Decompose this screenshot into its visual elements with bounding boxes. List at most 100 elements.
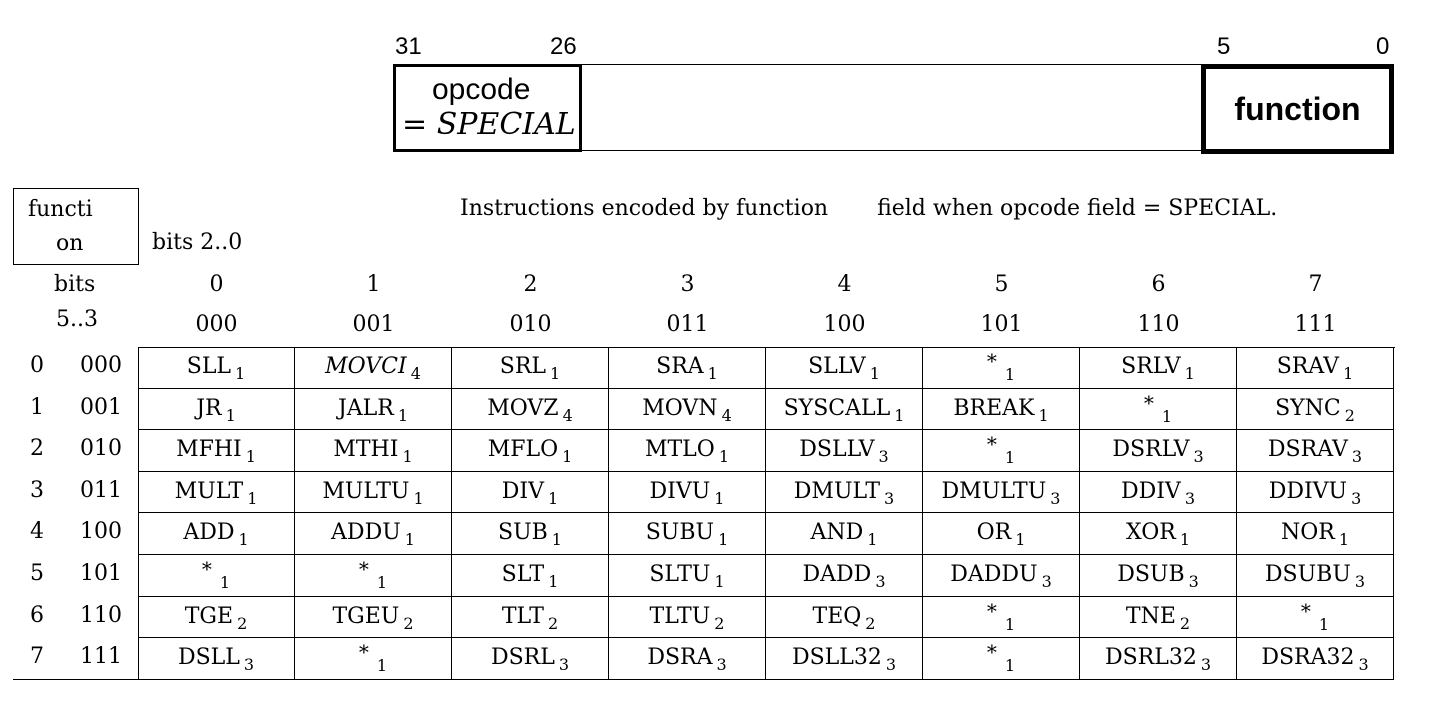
opcode-special: SPECIAL: [436, 107, 576, 142]
instruction-note: 2: [1344, 405, 1355, 425]
instruction-mnemonic: *: [201, 557, 212, 581]
instruction-mnemonic: SUBU: [645, 520, 715, 546]
instruction-mnemonic: DSRL: [490, 645, 555, 671]
instruction-note: 4: [562, 405, 573, 425]
row-header-bin-0: 000: [80, 353, 122, 378]
instruction-cell: *1: [295, 555, 452, 597]
instruction-cell: JALR 1: [295, 388, 452, 431]
instruction-mnemonic: DMULT: [793, 478, 880, 504]
instruction-mnemonic: SRL: [499, 354, 547, 379]
caption-part2: field when opcode field = SPECIAL.: [877, 196, 1278, 221]
instruction-mnemonic: TNE: [1125, 603, 1176, 629]
instruction-mnemonic: SLL: [186, 354, 232, 379]
instruction-note: 3: [1358, 655, 1369, 675]
instruction-mnemonic: SRLV: [1121, 354, 1181, 379]
instruction-note: 1: [551, 530, 562, 550]
instruction-note: 3: [1354, 572, 1366, 591]
column-header-dec-4: 4: [837, 272, 852, 297]
instruction-mnemonic: SLT: [501, 562, 545, 587]
instruction-cell: SUB 1: [452, 513, 609, 555]
instruction-mnemonic: SLLV: [808, 354, 866, 379]
row-header-bin-6: 110: [80, 602, 122, 628]
opcode-table: SLL 1 MOVCI 4 SRL 1 SRA 1 SLLV 1 *1 SRLV 1 SRAV 1 JR 1 JA…: [138, 347, 1395, 680]
instruction-note: 4: [721, 405, 732, 425]
instruction-cell: AND 1: [766, 513, 923, 555]
instruction-cell: MOVN 4: [609, 388, 766, 431]
instruction-mnemonic: DADD: [802, 562, 872, 587]
bit-label-26: 26: [550, 33, 577, 60]
instruction-mnemonic: DSLL: [177, 645, 240, 671]
table-caption: Instructions encoded by function field w…: [460, 196, 1277, 221]
instruction-note: 1: [869, 364, 880, 383]
instruction-mnemonic: MTHI: [333, 437, 399, 463]
instruction-cell: DMULTU 3: [923, 471, 1080, 514]
instruction-cell: *1: [1237, 596, 1394, 639]
instruction-note: 3: [884, 488, 895, 508]
instruction-note: 3: [1351, 447, 1363, 467]
instruction-note: 1: [376, 656, 388, 676]
opcode-field: opcode = SPECIAL: [393, 64, 582, 152]
column-header-bin-4: 100: [823, 312, 866, 337]
row-header-bin-3: 011: [80, 477, 122, 503]
instruction-mnemonic: TLTU: [649, 603, 711, 629]
instruction-mnemonic: MULTU: [322, 478, 410, 504]
instruction-mnemonic: DSRA32: [1261, 645, 1355, 671]
instruction-cell: SYNC 2: [1237, 388, 1394, 431]
instruction-cell: JR 1: [138, 388, 295, 431]
instruction-mnemonic: SLTU: [649, 562, 711, 587]
instruction-mnemonic: DSUB: [1117, 562, 1185, 587]
instruction-mnemonic: *: [986, 640, 997, 665]
instruction-mnemonic: *: [986, 349, 997, 373]
instruction-note: 1: [1004, 365, 1016, 384]
instruction-note: 3: [885, 655, 897, 675]
instruction-cell: DSRA 3: [609, 638, 766, 680]
instruction-mnemonic: ADDU: [331, 520, 401, 546]
column-bits-label: bits 2..0: [152, 230, 243, 255]
instruction-cell: NOR 1: [1237, 513, 1394, 555]
instruction-cell: DIV 1: [452, 471, 609, 514]
instruction-note: 1: [714, 488, 725, 508]
instruction-note: 1: [245, 447, 256, 467]
instruction-mnemonic: ADD: [183, 520, 235, 546]
instruction-note: 1: [247, 488, 258, 508]
instruction-cell: DSRL 3: [452, 638, 609, 680]
column-header-bin-5: 101: [980, 312, 1023, 337]
bit-label-5: 5: [1217, 33, 1231, 60]
instruction-mnemonic: MOVN: [642, 395, 718, 421]
instruction-mnemonic: SUB: [498, 520, 548, 546]
instruction-mnemonic: DIV: [501, 478, 545, 504]
instruction-cell: DMULT 3: [766, 471, 923, 514]
instruction-mnemonic: OR: [976, 520, 1012, 546]
instruction-mnemonic: *: [1300, 598, 1311, 623]
instruction-cell: *1: [138, 555, 295, 597]
instruction-cell: MFHI 1: [138, 430, 295, 472]
instruction-cell: DDIV 3: [1080, 471, 1237, 514]
instruction-note: 1: [1179, 530, 1191, 550]
instruction-cell: DSUBU 3: [1237, 555, 1394, 597]
instruction-cell: SUBU 1: [609, 513, 766, 555]
instruction-cell: OR 1: [923, 513, 1080, 555]
instruction-note: 2: [1179, 613, 1191, 633]
row-header-dec-0: 0: [30, 353, 44, 378]
opcode-equals: =: [402, 107, 437, 142]
instruction-cell: TLT 2: [452, 596, 609, 639]
instruction-cell: DSRLV 3: [1080, 430, 1237, 472]
instruction-note: 3: [558, 655, 570, 675]
bit-label-0: 0: [1376, 33, 1390, 60]
row-bits-label-2: 5..3: [56, 307, 98, 332]
table-corner-box: functi on: [13, 188, 139, 265]
column-header-dec-6: 6: [1151, 272, 1166, 297]
instruction-note: 1: [894, 405, 905, 425]
instruction-cell: MULT 1: [138, 471, 295, 514]
instruction-note: 1: [1338, 530, 1350, 550]
instruction-note: 1: [413, 488, 424, 508]
instruction-mnemonic: DDIVU: [1268, 478, 1348, 504]
instruction-mnemonic: TEQ: [812, 603, 862, 629]
instruction-cell: DADDU 3: [923, 555, 1080, 597]
instruction-mnemonic: DIVU: [649, 478, 711, 504]
instruction-mnemonic: SYSCALL: [783, 395, 891, 421]
instruction-note: 3: [1188, 572, 1199, 591]
instruction-note: 1: [1015, 530, 1026, 550]
opcode-value: = SPECIAL: [402, 107, 576, 142]
instruction-cell: *1: [1080, 388, 1237, 431]
